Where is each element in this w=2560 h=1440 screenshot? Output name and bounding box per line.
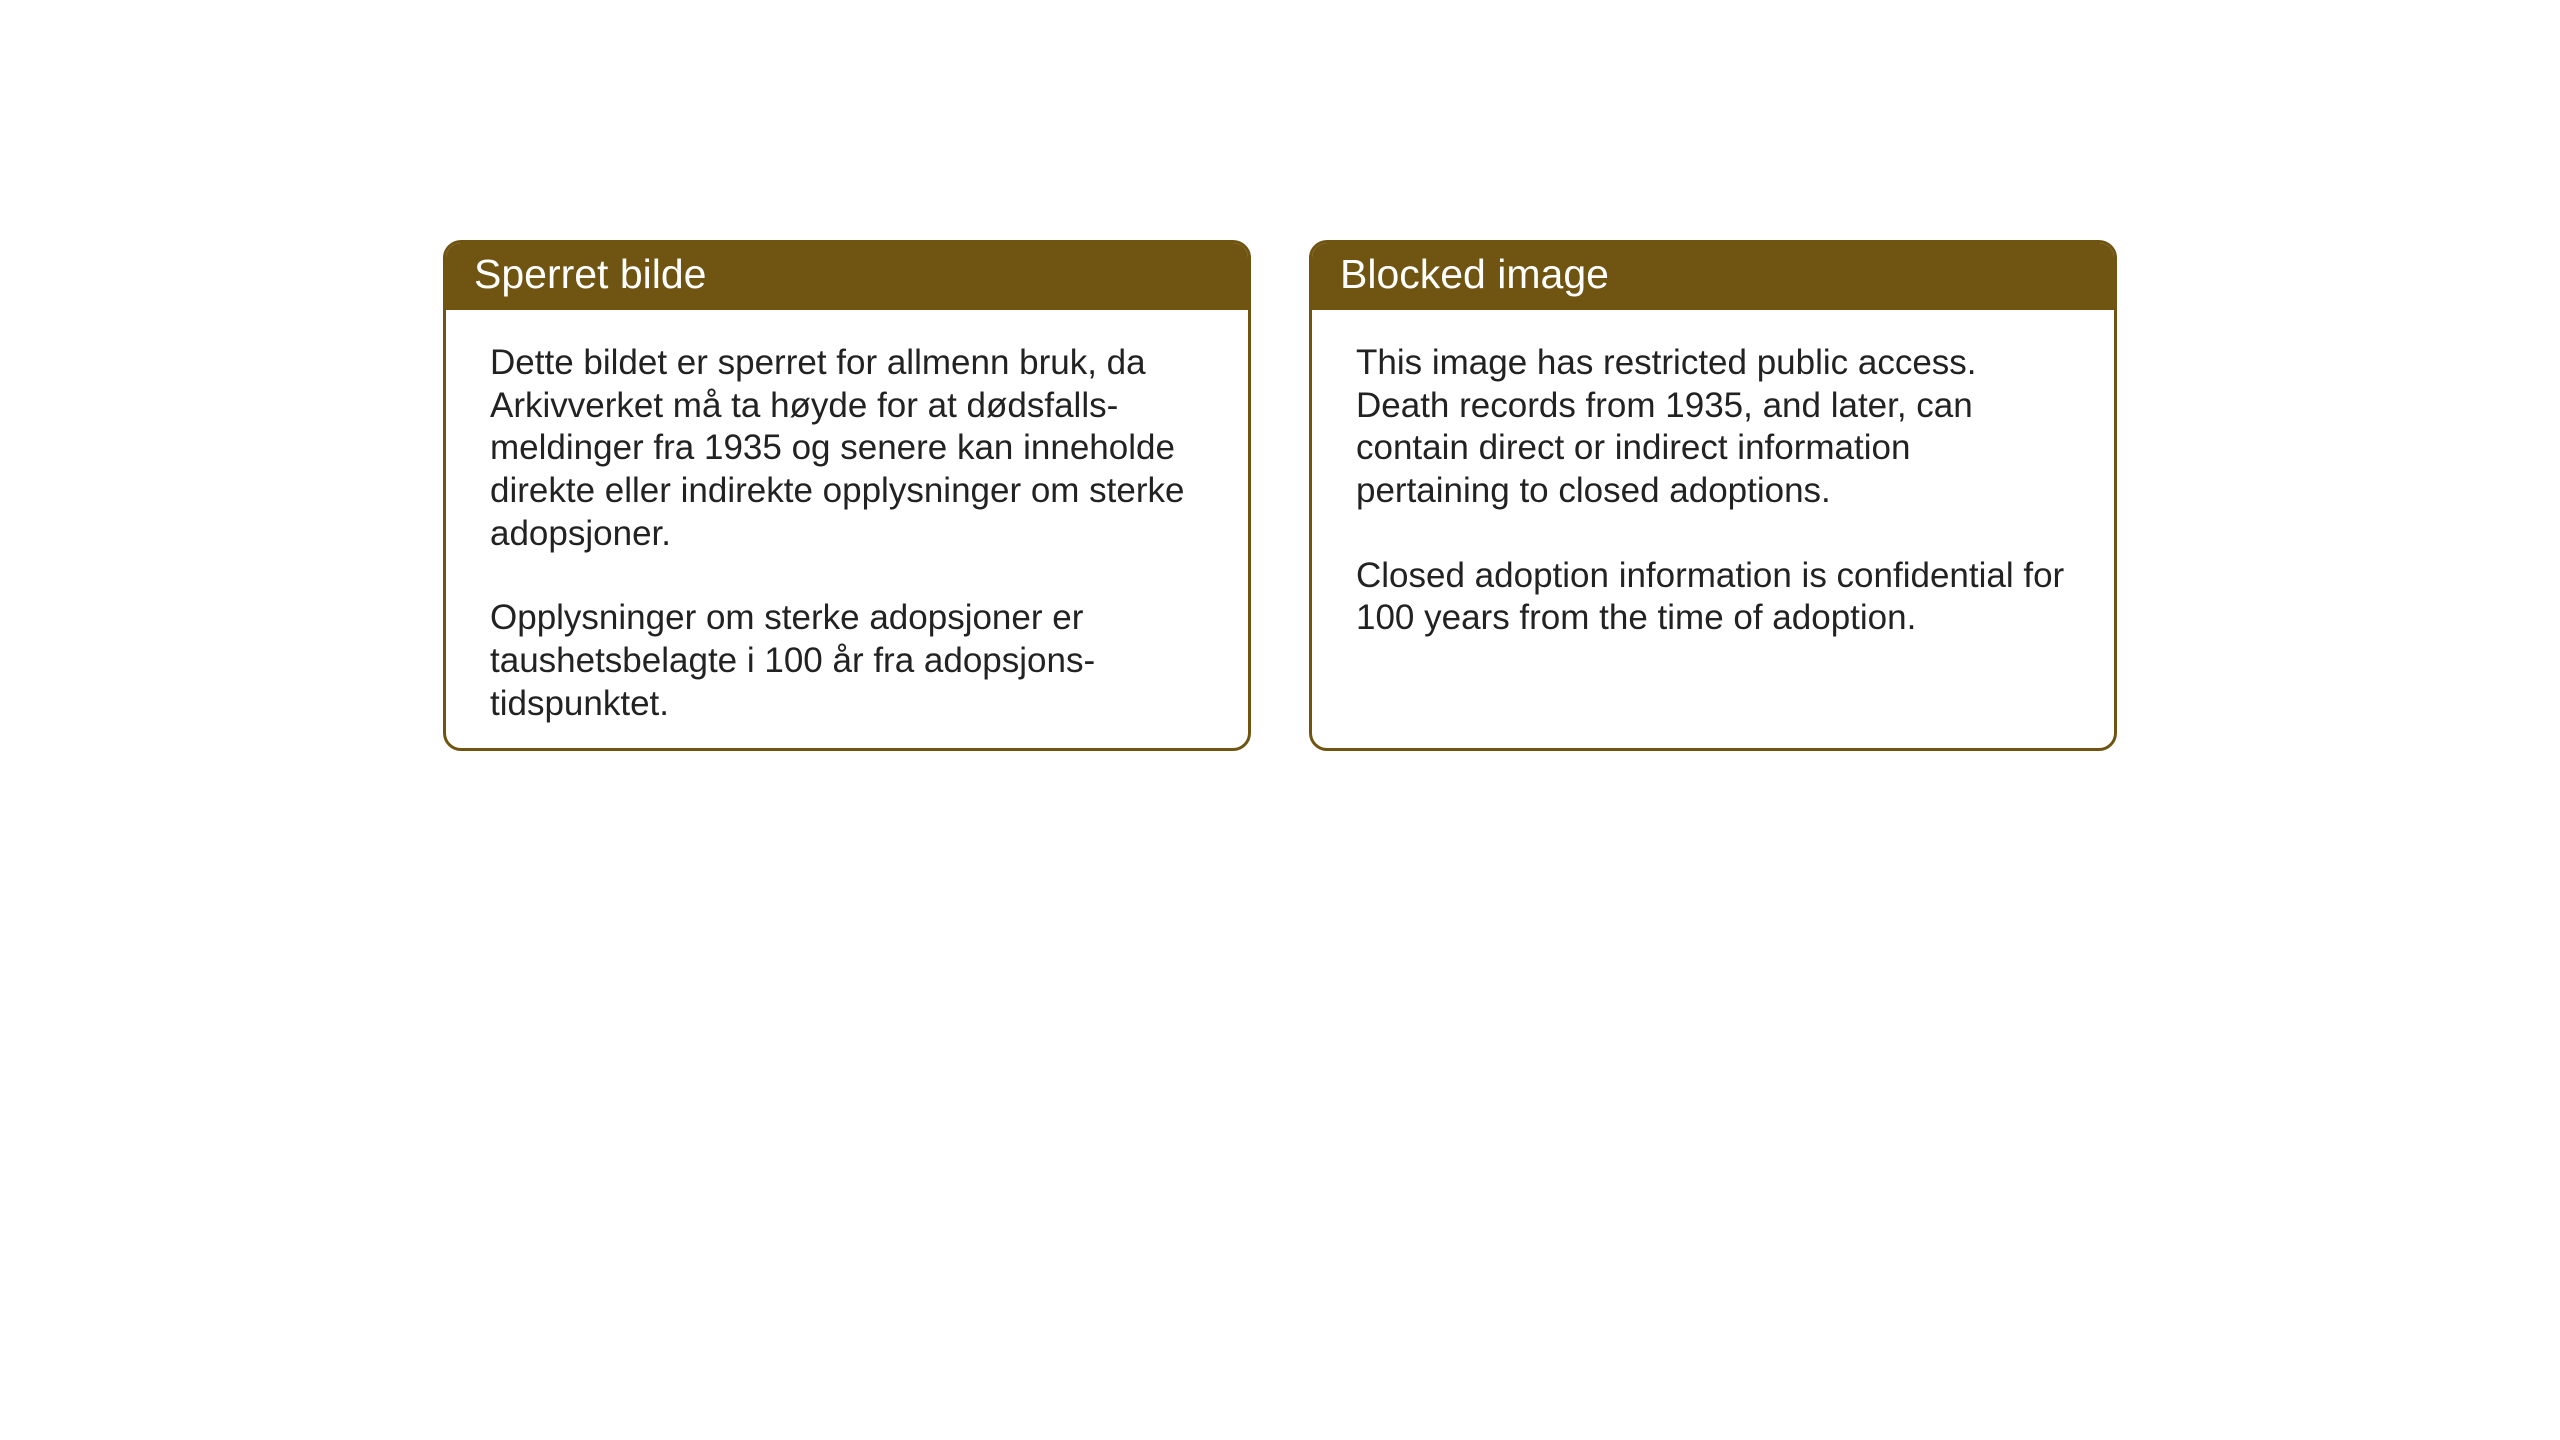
card-paragraph-1-norwegian: Dette bildet er sperret for allmenn bruk…: [490, 342, 1204, 555]
notice-card-norwegian: Sperret bilde Dette bildet er sperret fo…: [443, 240, 1251, 751]
card-body-english: This image has restricted public access.…: [1312, 310, 2114, 672]
notice-card-english: Blocked image This image has restricted …: [1309, 240, 2117, 751]
card-header-english: Blocked image: [1312, 243, 2114, 310]
card-title-english: Blocked image: [1340, 251, 1609, 297]
card-body-norwegian: Dette bildet er sperret for allmenn bruk…: [446, 310, 1248, 751]
card-paragraph-1-english: This image has restricted public access.…: [1356, 342, 2070, 513]
card-paragraph-2-english: Closed adoption information is confident…: [1356, 555, 2070, 640]
card-title-norwegian: Sperret bilde: [474, 251, 706, 297]
card-paragraph-2-norwegian: Opplysninger om sterke adopsjoner er tau…: [490, 597, 1204, 725]
notice-cards-container: Sperret bilde Dette bildet er sperret fo…: [443, 240, 2117, 751]
card-header-norwegian: Sperret bilde: [446, 243, 1248, 310]
